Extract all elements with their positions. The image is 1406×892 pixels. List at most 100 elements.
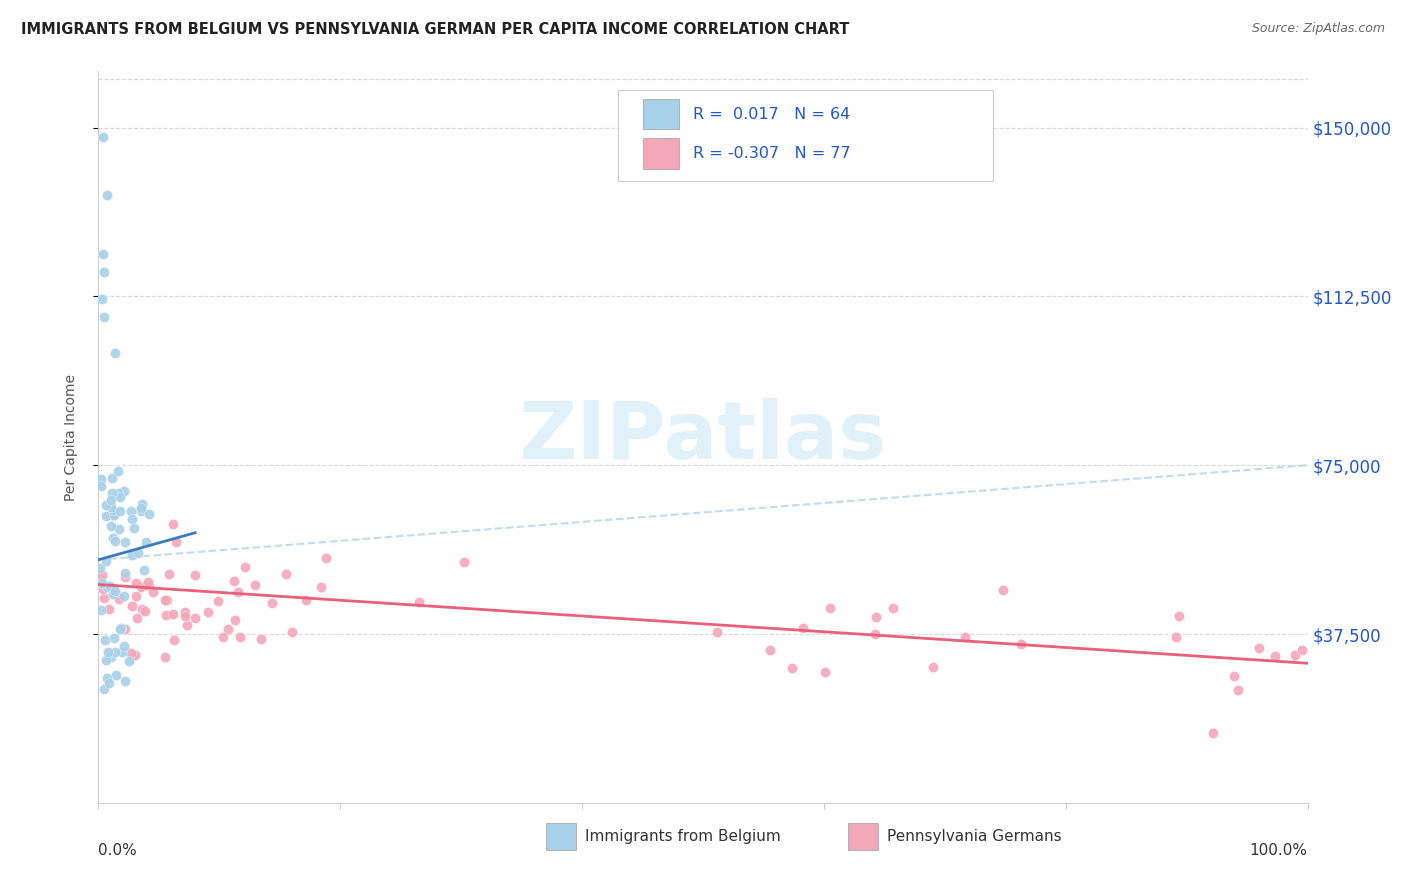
Point	[101, 503, 124, 517]
Point	[104, 583, 127, 598]
Point	[125, 575, 148, 590]
Point	[131, 602, 153, 616]
Point	[90, 603, 112, 617]
Point	[706, 624, 728, 639]
Bar	[643, 138, 679, 169]
Point	[97, 675, 120, 690]
Point	[136, 575, 159, 590]
Point	[134, 563, 156, 577]
Point	[262, 595, 284, 609]
Text: IMMIGRANTS FROM BELGIUM VS PENNSYLVANIA GERMAN PER CAPITA INCOME CORRELATION CHA: IMMIGRANTS FROM BELGIUM VS PENNSYLVANIA …	[21, 22, 849, 37]
Point	[250, 632, 273, 646]
Point	[121, 512, 143, 526]
Text: R =  0.017   N = 64: R = 0.017 N = 64	[693, 107, 851, 121]
Point	[94, 508, 117, 523]
Point	[101, 471, 124, 485]
Point	[111, 645, 134, 659]
Point	[1264, 648, 1286, 663]
Point	[93, 681, 115, 696]
Point	[229, 630, 252, 644]
Text: R = -0.307   N = 77: R = -0.307 N = 77	[693, 146, 851, 161]
Point	[155, 649, 177, 664]
Point	[114, 566, 136, 580]
Point	[91, 582, 114, 597]
Point	[100, 500, 122, 515]
Point	[108, 504, 131, 518]
Point	[1284, 648, 1306, 662]
Point	[103, 587, 125, 601]
Point	[315, 551, 337, 566]
Bar	[546, 822, 576, 850]
Point	[103, 632, 125, 646]
Point	[184, 610, 207, 624]
Point	[1249, 641, 1271, 656]
Point	[94, 499, 117, 513]
Point	[235, 560, 257, 574]
Point	[107, 464, 129, 478]
Point	[226, 585, 249, 599]
Point	[176, 617, 198, 632]
Point	[129, 504, 152, 518]
Point	[135, 578, 157, 592]
Point	[104, 533, 127, 548]
Text: 0.0%: 0.0%	[98, 843, 138, 858]
Point	[100, 650, 122, 665]
Point	[1202, 725, 1225, 739]
Point	[107, 486, 129, 500]
Point	[100, 519, 122, 533]
Point	[114, 569, 136, 583]
Point	[1226, 683, 1249, 698]
Point	[818, 601, 841, 615]
Point	[101, 486, 124, 500]
Point	[243, 578, 266, 592]
Point	[865, 610, 887, 624]
Point	[107, 592, 129, 607]
Point	[121, 599, 143, 613]
Point	[162, 516, 184, 531]
Point	[118, 655, 141, 669]
Point	[100, 508, 122, 522]
Point	[90, 478, 112, 492]
Point	[91, 576, 114, 591]
Point	[211, 630, 233, 644]
Point	[107, 522, 129, 536]
Point	[991, 583, 1014, 598]
Point	[882, 600, 904, 615]
Point	[1291, 642, 1313, 657]
Point	[91, 129, 114, 144]
Point	[453, 555, 475, 569]
Point	[814, 665, 837, 680]
Point	[1168, 609, 1191, 624]
Point	[295, 593, 318, 607]
Point	[124, 648, 146, 662]
Point	[120, 646, 142, 660]
Point	[121, 548, 143, 562]
Point	[94, 653, 117, 667]
Point	[165, 534, 187, 549]
Point	[96, 671, 118, 685]
Point	[155, 608, 177, 623]
Point	[135, 535, 157, 549]
Point	[90, 472, 112, 486]
Point	[217, 622, 239, 636]
Point	[120, 504, 142, 518]
Point	[953, 630, 976, 644]
FancyBboxPatch shape	[619, 90, 993, 181]
Point	[124, 589, 146, 603]
Point	[408, 595, 430, 609]
Point	[222, 574, 245, 588]
Point	[91, 246, 114, 260]
Point	[110, 491, 132, 505]
Point	[1010, 637, 1032, 651]
Point	[97, 602, 120, 616]
Bar	[643, 99, 679, 129]
Text: 100.0%: 100.0%	[1250, 843, 1308, 858]
Point	[129, 581, 152, 595]
Point	[131, 497, 153, 511]
Point	[114, 535, 136, 549]
Point	[163, 632, 186, 647]
Point	[110, 622, 132, 636]
Point	[112, 483, 135, 498]
Point	[94, 632, 117, 647]
Point	[157, 567, 180, 582]
